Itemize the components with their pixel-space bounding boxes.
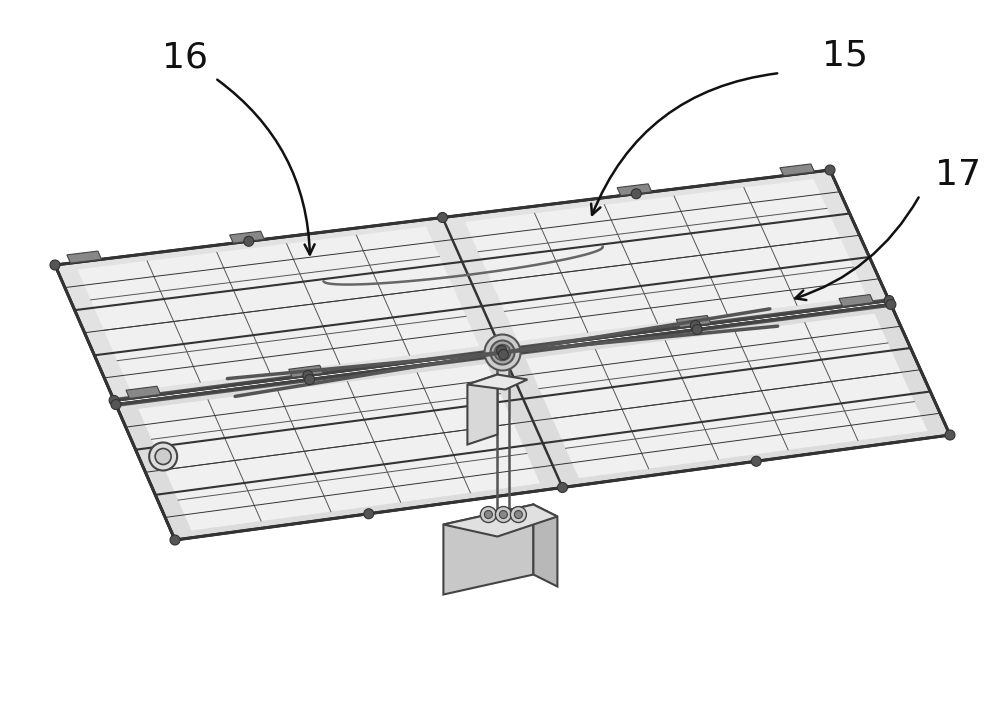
Circle shape <box>498 350 508 360</box>
Circle shape <box>364 509 374 519</box>
Polygon shape <box>443 505 533 594</box>
Circle shape <box>886 299 896 309</box>
Circle shape <box>825 165 835 175</box>
Polygon shape <box>617 184 652 196</box>
Circle shape <box>480 506 496 523</box>
Polygon shape <box>443 505 557 537</box>
Polygon shape <box>138 364 540 530</box>
Polygon shape <box>465 179 867 341</box>
Circle shape <box>495 506 511 523</box>
Circle shape <box>510 506 526 523</box>
Circle shape <box>490 341 514 365</box>
Circle shape <box>494 345 511 360</box>
Polygon shape <box>55 170 889 400</box>
Text: 16: 16 <box>162 41 208 75</box>
Polygon shape <box>116 304 950 540</box>
Circle shape <box>945 430 955 440</box>
Circle shape <box>497 346 507 356</box>
Circle shape <box>170 535 180 545</box>
Circle shape <box>50 260 60 270</box>
Circle shape <box>149 442 177 471</box>
Polygon shape <box>526 314 928 478</box>
Circle shape <box>499 510 507 518</box>
Circle shape <box>111 400 121 410</box>
Polygon shape <box>126 386 161 398</box>
Circle shape <box>631 188 641 199</box>
Circle shape <box>109 395 119 405</box>
Polygon shape <box>67 251 102 263</box>
Circle shape <box>305 375 315 385</box>
Circle shape <box>484 510 492 518</box>
Circle shape <box>303 370 313 380</box>
Circle shape <box>558 483 568 493</box>
Circle shape <box>692 324 702 334</box>
Polygon shape <box>289 365 323 378</box>
Polygon shape <box>230 231 264 243</box>
Polygon shape <box>467 375 527 390</box>
Circle shape <box>484 334 520 370</box>
Circle shape <box>438 213 448 223</box>
Polygon shape <box>467 375 497 444</box>
Polygon shape <box>55 170 950 540</box>
Polygon shape <box>676 316 711 328</box>
Circle shape <box>244 236 254 246</box>
Circle shape <box>690 321 700 331</box>
Circle shape <box>155 449 171 464</box>
Circle shape <box>751 456 761 466</box>
Text: 17: 17 <box>935 158 981 192</box>
Circle shape <box>514 510 522 518</box>
Text: 15: 15 <box>822 38 868 72</box>
Polygon shape <box>533 505 557 587</box>
Polygon shape <box>77 227 479 391</box>
Circle shape <box>884 296 894 306</box>
Polygon shape <box>780 164 814 176</box>
Polygon shape <box>839 294 874 306</box>
